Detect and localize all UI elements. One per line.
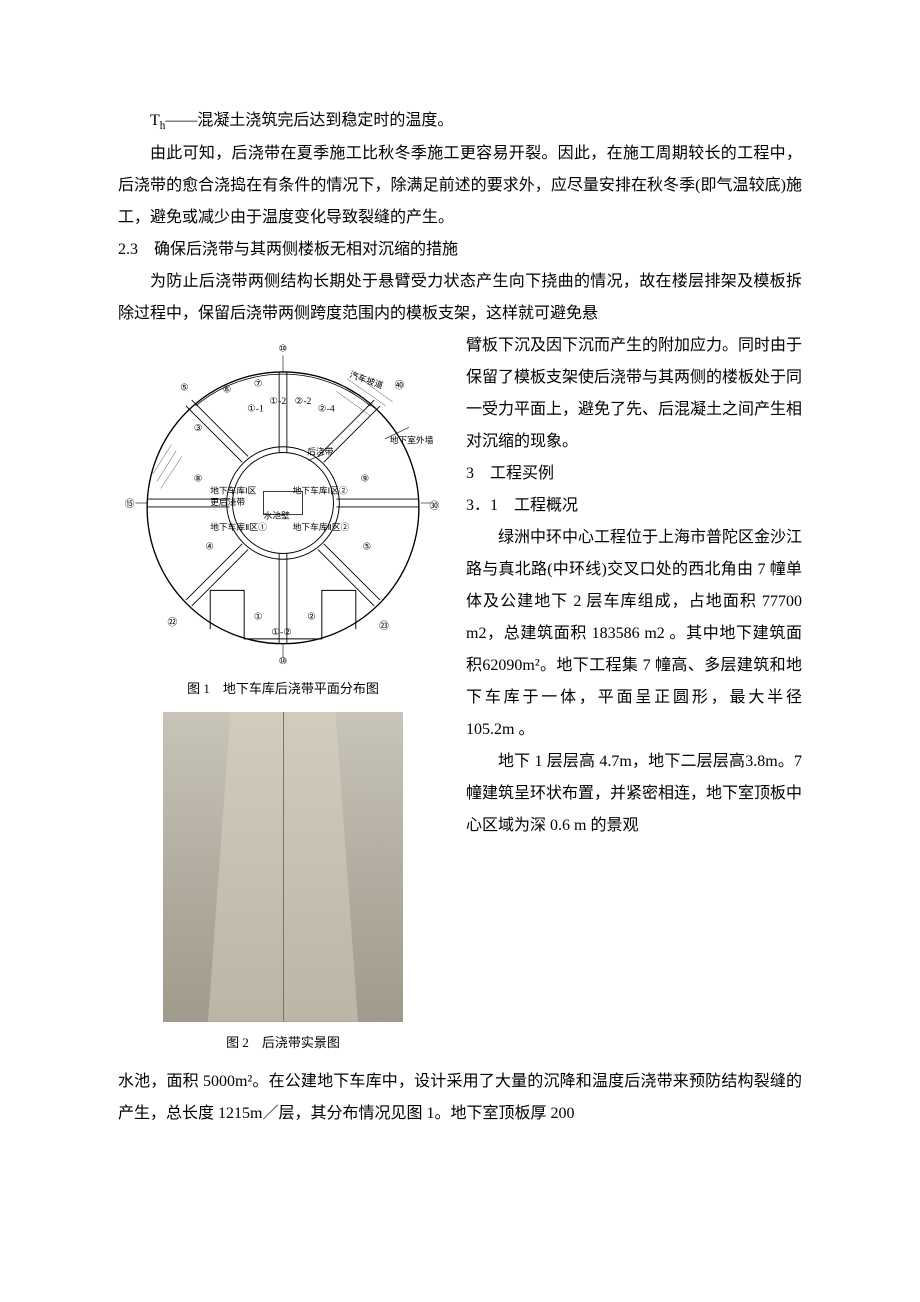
- svg-text:汽车坡道: 汽车坡道: [348, 368, 385, 390]
- svg-text:更后浇带: 更后浇带: [210, 496, 245, 507]
- svg-text:②: ②: [307, 611, 316, 622]
- figure-1: ⑩ ⑩ ⑮ ㉒ ㉓ ㉚ ㊵ ① ② ③ ④ ⑤: [118, 338, 448, 702]
- svg-text:⑤: ⑤: [363, 541, 372, 552]
- svg-text:⑦: ⑦: [254, 378, 263, 389]
- svg-text:㉒: ㉒: [168, 616, 178, 628]
- svg-text:地下室外墙: 地下室外墙: [390, 433, 434, 444]
- svg-text:①: ①: [254, 611, 263, 622]
- photo-seam: [283, 712, 284, 1022]
- svg-text:㊵: ㊵: [395, 379, 405, 391]
- svg-text:①-1: ①-1: [247, 403, 264, 414]
- plan-svg: ⑩ ⑩ ⑮ ㉒ ㉓ ㉚ ㊵ ① ② ③ ④ ⑤: [118, 338, 448, 668]
- figure-2-caption: 图 2 后浇带实景图: [118, 1030, 448, 1056]
- svg-text:⑮: ⑮: [125, 497, 135, 509]
- svg-text:⑥: ⑥: [223, 384, 232, 395]
- svg-text:后浇带: 后浇带: [307, 445, 333, 456]
- svg-text:④: ④: [205, 541, 214, 552]
- svg-text:地下车库Ⅰ区: 地下车库Ⅰ区: [210, 484, 256, 495]
- svg-text:㉚: ㉚: [430, 499, 440, 511]
- svg-text:⑤: ⑤: [180, 382, 189, 393]
- svg-text:⑧: ⑧: [194, 473, 203, 484]
- figure-column: ⑩ ⑩ ⑮ ㉒ ㉓ ㉚ ㊵ ① ② ③ ④ ⑤: [118, 330, 448, 1066]
- svg-text:㉓: ㉓: [379, 620, 389, 632]
- diagram-plan-view: ⑩ ⑩ ⑮ ㉒ ㉓ ㉚ ㊵ ① ② ③ ④ ⑤: [118, 338, 448, 668]
- figure-1-caption: 图 1 地下车库后浇带平面分布图: [118, 676, 448, 702]
- para-measure-intro: 为防止后浇带两侧结构长期处于悬臂受力状态产生向下挠曲的情况，故在楼层排架及模板拆…: [118, 266, 802, 330]
- photo-post-cast-strip: [163, 712, 403, 1022]
- figure-2: 图 2 后浇带实景图: [118, 712, 448, 1056]
- svg-text:地下车库Ⅰ区②: 地下车库Ⅰ区②: [293, 484, 348, 495]
- svg-text:③: ③: [194, 423, 203, 434]
- para-season-construction: 由此可知，后浇带在夏季施工比秋冬季施工更容易开裂。因此，在施工周期较长的工程中，…: [118, 138, 802, 234]
- svg-text:①-②: ①-②: [271, 627, 292, 638]
- svg-text:水池壁: 水池壁: [264, 509, 290, 520]
- svg-text:②-4: ②-4: [318, 403, 335, 414]
- svg-text:②-2: ②-2: [295, 396, 312, 407]
- svg-text:地下车库Ⅱ区①: 地下车库Ⅱ区①: [210, 521, 267, 532]
- svg-text:⑩: ⑩: [279, 343, 288, 354]
- heading-2-3: 2.3 确保后浇带与其两侧楼板无相对沉缩的措施: [118, 234, 802, 266]
- para-pool-and-strips: 水池，面积 5000m²。在公建地下车库中，设计采用了大量的沉降和温度后浇带来预…: [118, 1066, 802, 1130]
- svg-text:地下车库Ⅱ区②: 地下车库Ⅱ区②: [293, 521, 350, 532]
- svg-text:⑨: ⑨: [361, 473, 370, 484]
- para-th-definition: Th——混凝土浇筑完后达到稳定时的温度。: [118, 105, 802, 138]
- svg-text:①-2: ①-2: [269, 396, 286, 407]
